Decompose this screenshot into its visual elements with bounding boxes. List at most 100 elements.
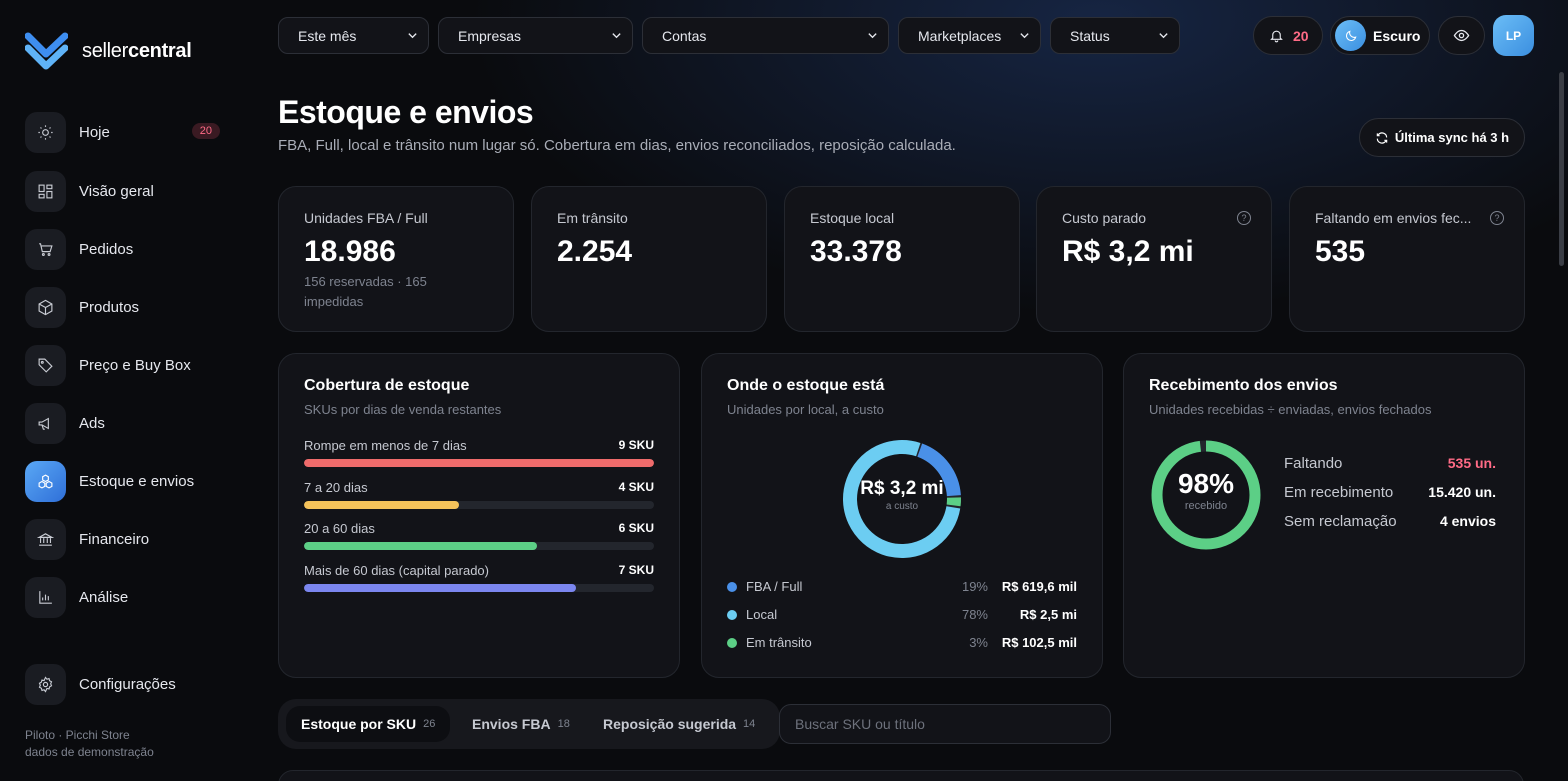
sidebar-item-hoje[interactable]: Hoje 20 (25, 111, 225, 153)
receipt-stat-label: Sem reclamação (1284, 513, 1397, 530)
status-filter[interactable]: Status (1050, 17, 1180, 54)
sidebar: sellercentral Hoje 20 Visão geral Pedido… (0, 0, 250, 781)
sidebar-item-financeiro[interactable]: Financeiro (25, 518, 225, 560)
sidebar-item-ads[interactable]: Ads (25, 402, 225, 444)
donut-center-label: a custo (885, 501, 919, 512)
eye-icon (1453, 29, 1470, 42)
card-title: Recebimento dos envios (1149, 377, 1338, 394)
coverage-bar-track (304, 459, 654, 467)
companies-filter[interactable]: Empresas (438, 17, 633, 54)
accounts-filter[interactable]: Contas (642, 17, 889, 54)
legend-name: Local (746, 607, 778, 622)
tab-label: Reposição sugerida (603, 716, 737, 732)
ring-progress (1151, 440, 1261, 550)
tab-count: 26 (423, 718, 436, 730)
chevron-down-icon (868, 33, 877, 39)
coverage-bar-value: 7 SKU (618, 562, 654, 577)
coverage-card: Cobertura de estoque SKUs por dias de ve… (278, 353, 680, 678)
privacy-toggle-button[interactable] (1438, 16, 1485, 55)
search-input[interactable] (779, 704, 1111, 744)
sidebar-item-estoque-envios[interactable]: Estoque e envios (25, 460, 225, 502)
sidebar-item-label: Visão geral (79, 182, 154, 200)
chevron-down-icon (1020, 33, 1029, 39)
filter-label: Marketplaces (918, 27, 1002, 44)
legend-percent: 19% (961, 579, 988, 594)
kpi-label: Unidades FBA / Full (304, 210, 428, 226)
coverage-bar-row: Mais de 60 dias (capital parado) 7 SKU (304, 563, 654, 592)
location-donut-chart (843, 440, 961, 558)
tab-fba-shipments[interactable]: Envios FBA 18 (457, 706, 585, 742)
kpi-label: Em trânsito (557, 210, 628, 226)
scrollbar-thumb[interactable] (1559, 72, 1564, 266)
kpi-card-missing-shipments: Faltando em envios fec... ? 535 (1289, 186, 1525, 332)
user-avatar[interactable]: LP (1493, 15, 1534, 56)
view-tabs: Estoque por SKU 26 Envios FBA 18 Reposição… (278, 699, 780, 749)
kpi-note: 156 reservadas · 165 impedidas (304, 274, 427, 309)
sidebar-item-visao-geral[interactable]: Visão geral (25, 170, 225, 212)
legend-swatch (727, 637, 737, 648)
chart-icon (25, 576, 66, 618)
filter-label: Contas (662, 27, 707, 44)
sun-icon (25, 111, 66, 153)
bank-icon (25, 518, 66, 560)
stock-table-card (278, 770, 1524, 781)
logo-mark-icon (25, 32, 68, 70)
help-icon[interactable]: ? (1237, 211, 1251, 225)
filter-label: Este mês (298, 27, 357, 44)
receipt-stat-row: Sem reclamação 4 envios (1284, 513, 1496, 530)
tab-label: Envios FBA (472, 716, 551, 732)
coverage-bar-fill (304, 583, 577, 592)
kpi-card-local-stock: Estoque local 33.378 (784, 186, 1020, 332)
sidebar-item-pedidos[interactable]: Pedidos (25, 228, 225, 270)
kpi-card-idle-cost: Custo parado ? R$ 3,2 mi (1036, 186, 1272, 332)
coverage-bar-row: Rompe em menos de 7 dias 9 SKU (304, 438, 654, 467)
receipt-stat-label: Faltando (1284, 455, 1343, 472)
sidebar-item-label: Configurações (79, 675, 176, 693)
receipt-stat-row: Faltando 535 un. (1284, 455, 1496, 472)
donut-slice-local (843, 440, 961, 558)
coverage-bar-row: 7 a 20 dias 4 SKU (304, 480, 654, 509)
moon-icon (1335, 20, 1366, 51)
sidebar-item-analise[interactable]: Análise (25, 576, 225, 618)
tab-count: 18 (557, 718, 570, 730)
legend-value: R$ 102,5 mil (1001, 635, 1077, 650)
coverage-bar-track (304, 583, 654, 592)
tab-suggested-restock[interactable]: Reposição sugerida 14 (588, 706, 770, 742)
boxes-icon (25, 460, 66, 502)
marketplaces-filter[interactable]: Marketplaces (898, 17, 1041, 54)
brand-logo[interactable]: sellercentral (25, 32, 192, 70)
sync-button[interactable]: Última sync há 3 h (1359, 118, 1525, 157)
sidebar-item-configuracoes[interactable]: Configurações (25, 663, 225, 705)
receipt-ring-chart (1151, 440, 1261, 550)
tab-label: Estoque por SKU (301, 716, 417, 732)
legend-row: Local 78% R$ 2,5 mi (727, 607, 1077, 622)
ring-center: 98% recebido (1149, 468, 1263, 512)
donut-center-value: R$ 3,2 mi (860, 478, 944, 499)
notifications-button[interactable]: 20 (1253, 16, 1323, 55)
sidebar-item-label: Pedidos (79, 240, 134, 258)
ring-label: recebido (1184, 500, 1228, 512)
sync-label: Última sync há 3 h (1394, 130, 1510, 145)
tab-stock-by-sku[interactable]: Estoque por SKU 26 (286, 706, 451, 742)
legend-value: R$ 619,6 mil (1001, 579, 1077, 594)
kpi-value: 2.254 (557, 235, 633, 268)
legend-row: FBA / Full 19% R$ 619,6 mil (727, 579, 1077, 594)
refresh-icon (1376, 131, 1388, 144)
sidebar-item-produtos[interactable]: Produtos (25, 286, 225, 328)
donut-center: R$ 3,2 mi a custo (837, 478, 967, 512)
legend-swatch (727, 609, 737, 620)
theme-toggle[interactable]: Escuro (1330, 16, 1430, 55)
cart-icon (25, 228, 66, 270)
workspace-info: Piloto · Picchi Store dados de demonstra… (25, 727, 154, 761)
kpi-label: Faltando em envios fec... (1315, 210, 1472, 226)
sidebar-item-preco-buy-box[interactable]: Preço e Buy Box (25, 344, 225, 386)
kpi-label: Custo parado (1062, 210, 1147, 226)
help-icon[interactable]: ? (1490, 211, 1504, 225)
coverage-bar-label: Rompe em menos de 7 dias (304, 438, 467, 453)
legend-name: Em trânsito (746, 635, 812, 650)
megaphone-icon (25, 402, 66, 444)
period-filter[interactable]: Este mês (278, 17, 429, 54)
legend-name: FBA / Full (746, 579, 803, 594)
sidebar-item-label: Financeiro (79, 530, 150, 548)
kpi-card-fba-units: Unidades FBA / Full 18.986 156 reservada… (278, 186, 514, 332)
